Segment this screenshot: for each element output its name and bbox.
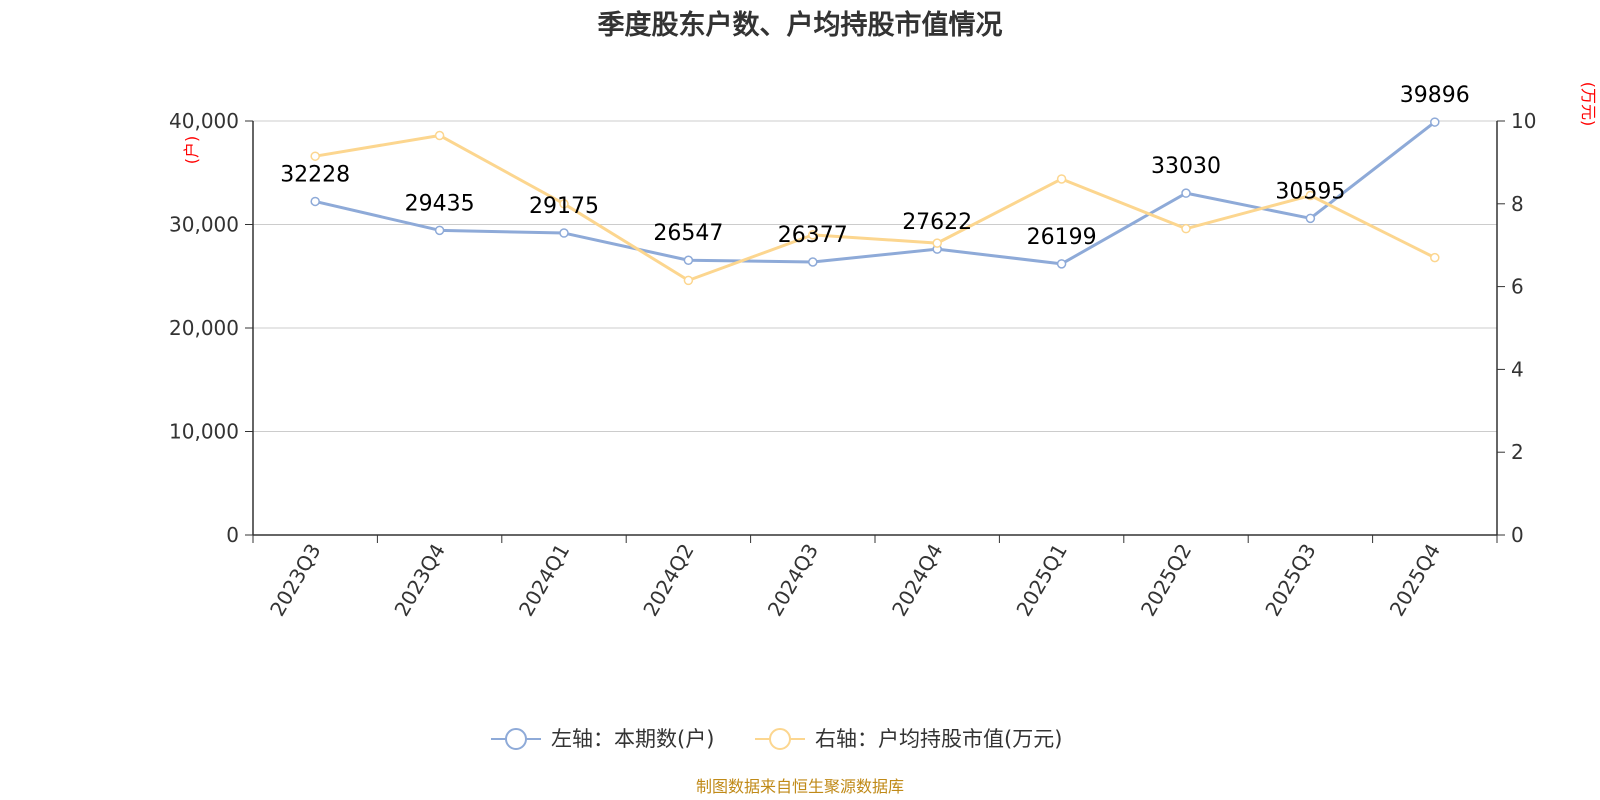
right-series-point bbox=[434, 130, 445, 141]
legend-left-series-label: 左轴：本期数(户) bbox=[551, 727, 714, 751]
left-series-point bbox=[683, 255, 694, 265]
legend-left-series-marker bbox=[505, 728, 527, 750]
data-label: 26199 bbox=[1027, 225, 1097, 250]
left-axis-tick-label: 20,000 bbox=[169, 316, 239, 340]
left-axis-tick-label: 0 bbox=[226, 523, 239, 547]
x-axis-tick-label: 2025Q1 bbox=[1011, 540, 1071, 621]
right-series-point bbox=[310, 151, 320, 161]
right-series-point bbox=[808, 230, 818, 240]
left-series-point bbox=[1056, 259, 1067, 269]
x-axis-tick-label: 2024Q2 bbox=[638, 540, 698, 621]
right-series-point bbox=[1430, 252, 1440, 263]
left-series-line bbox=[314, 120, 1436, 266]
legend-right-series-marker bbox=[769, 728, 791, 750]
right-axis-tick-label: 10 bbox=[1511, 109, 1536, 133]
source-note: 制图数据来自恒生聚源数据库 bbox=[696, 777, 904, 796]
x-axis-tick-label: 2024Q3 bbox=[763, 540, 823, 621]
right-axis-tick-label: 6 bbox=[1511, 275, 1524, 299]
right-series-point bbox=[683, 275, 694, 286]
data-label: 29435 bbox=[405, 191, 475, 216]
data-label: 27622 bbox=[902, 210, 972, 235]
right-series-point bbox=[1056, 174, 1067, 184]
data-labels: 32228 29435 29175 26547 26377 27622 26199 33030… bbox=[280, 83, 1470, 250]
right-series-line bbox=[314, 133, 1436, 282]
legend-item-left-series[interactable]: 左轴：本期数(户) bbox=[491, 727, 714, 751]
right-series-point bbox=[1305, 190, 1316, 201]
x-axis-tick-label: 2023Q3 bbox=[265, 540, 325, 621]
right-axis-tick-label: 4 bbox=[1511, 357, 1524, 381]
x-axis-tick-label: 2025Q4 bbox=[1385, 540, 1445, 621]
left-axis-tick-label: 10,000 bbox=[169, 420, 239, 444]
right-axis-tick-label: 0 bbox=[1511, 523, 1524, 547]
right-series-point bbox=[1181, 223, 1191, 234]
data-label: 33030 bbox=[1151, 154, 1221, 179]
right-axis-tick-label: 8 bbox=[1511, 192, 1524, 216]
left-series-point bbox=[1430, 117, 1440, 127]
x-axis-tick-label: 2023Q4 bbox=[389, 540, 449, 621]
left-series-point bbox=[559, 228, 569, 238]
left-series-point bbox=[1181, 188, 1191, 198]
left-series-point bbox=[434, 225, 445, 236]
legend: 左轴：本期数(户) 右轴：户均持股市值(万元) bbox=[491, 727, 1062, 751]
data-label: 30595 bbox=[1275, 179, 1345, 204]
left-axis-unit: (户) bbox=[182, 136, 201, 165]
x-axis-tick-label: 2024Q4 bbox=[887, 540, 947, 621]
right-axis-tick-label: 2 bbox=[1511, 440, 1524, 464]
chart-title: 季度股东户数、户均持股市值情况 bbox=[598, 9, 1003, 41]
legend-right-series-label: 右轴：户均持股市值(万元) bbox=[815, 727, 1062, 751]
left-axis-tick-label: 40,000 bbox=[169, 109, 239, 133]
data-label: 26377 bbox=[778, 223, 848, 248]
data-label: 39896 bbox=[1400, 83, 1470, 108]
data-label: 29175 bbox=[529, 194, 599, 219]
left-series-point bbox=[808, 257, 818, 267]
x-axis-tick-label: 2025Q3 bbox=[1260, 540, 1320, 621]
gridlines bbox=[253, 120, 1497, 432]
x-axis-tick-label: 2025Q2 bbox=[1136, 540, 1196, 621]
left-axis-tick-label: 30,000 bbox=[169, 213, 239, 237]
data-label: 32228 bbox=[280, 162, 350, 187]
right-series-point bbox=[932, 238, 942, 248]
series bbox=[310, 117, 1440, 286]
right-series-point bbox=[559, 199, 569, 209]
left-series-point bbox=[310, 196, 320, 207]
left-series-point bbox=[1305, 213, 1316, 224]
x-axis-tick-label: 2024Q1 bbox=[514, 540, 574, 621]
right-axis-unit: (万元) bbox=[1579, 82, 1598, 127]
data-label: 26547 bbox=[653, 221, 723, 246]
legend-item-right-series[interactable]: 右轴：户均持股市值(万元) bbox=[755, 727, 1062, 751]
